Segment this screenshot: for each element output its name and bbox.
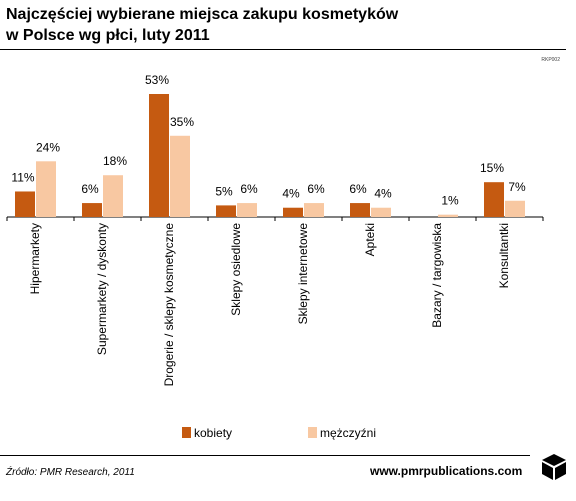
bar-mezczyzni-0: [36, 161, 56, 217]
bar-kobiety-5: [350, 203, 370, 217]
data-label: 5%: [215, 184, 233, 198]
bar-kobiety-2: [149, 94, 169, 217]
data-label: 4%: [374, 187, 392, 201]
bar-kobiety-3: [216, 205, 236, 217]
legend-swatch-mezczyzni: [308, 427, 317, 438]
title-line-1: Najczęściej wybierane miejsca zakupu kos…: [6, 6, 399, 23]
top-divider: [0, 49, 566, 50]
bar-kobiety-0: [15, 191, 35, 217]
bar-kobiety-1: [82, 203, 102, 217]
category-label: Konsultantki: [497, 223, 511, 288]
category-label: Sklepy osiedlowe: [229, 223, 243, 316]
publisher-url[interactable]: www.pmrpublications.com: [370, 464, 523, 478]
data-label: 24%: [36, 140, 60, 154]
data-label: 1%: [441, 194, 459, 208]
data-label: 18%: [103, 154, 127, 168]
data-label: 7%: [508, 180, 526, 194]
data-label: 11%: [11, 170, 34, 184]
bar-mezczyzni-6: [438, 214, 458, 217]
category-label: Hipermarkety: [28, 223, 42, 294]
chart-title: Najczęściej wybierane miejsca zakupu kos…: [6, 4, 398, 46]
category-label: Sklepy internetowe: [296, 223, 310, 325]
data-label: 6%: [349, 182, 367, 196]
legend-label: kobiety: [194, 426, 232, 440]
data-label: 15%: [480, 161, 504, 175]
bar-mezczyzni-5: [371, 207, 391, 217]
data-label: 35%: [170, 115, 194, 129]
category-label: Drogerie / sklepy kosmetyczne: [162, 223, 176, 387]
pmr-cube-icon: [542, 454, 566, 480]
bar-mezczyzni-2: [170, 135, 190, 217]
legend-label: mężczyźni: [320, 426, 376, 440]
legend-swatch-kobiety: [182, 427, 191, 438]
category-label: Supermarkety / dyskonty: [95, 223, 109, 355]
bottom-divider: [0, 455, 530, 456]
bar-mezczyzni-1: [103, 175, 123, 217]
bar-mezczyzni-7: [505, 200, 525, 217]
title-line-2: w Polsce wg płci, luty 2011: [6, 27, 210, 44]
data-label: 4%: [282, 187, 300, 201]
data-label: 6%: [81, 182, 99, 196]
bar-mezczyzni-3: [237, 203, 257, 217]
data-label: 53%: [145, 73, 169, 87]
source-note: Źródło: PMR Research, 2011: [6, 467, 135, 478]
data-label: 6%: [240, 182, 258, 196]
category-label: Bazary / targowiska: [430, 223, 444, 328]
chart-code: RKP002: [541, 57, 560, 63]
bar-kobiety-7: [484, 182, 504, 217]
bar-mezczyzni-4: [304, 203, 324, 217]
data-label: 6%: [307, 182, 325, 196]
category-label: Apteki: [363, 223, 377, 256]
bar-kobiety-4: [283, 207, 303, 217]
